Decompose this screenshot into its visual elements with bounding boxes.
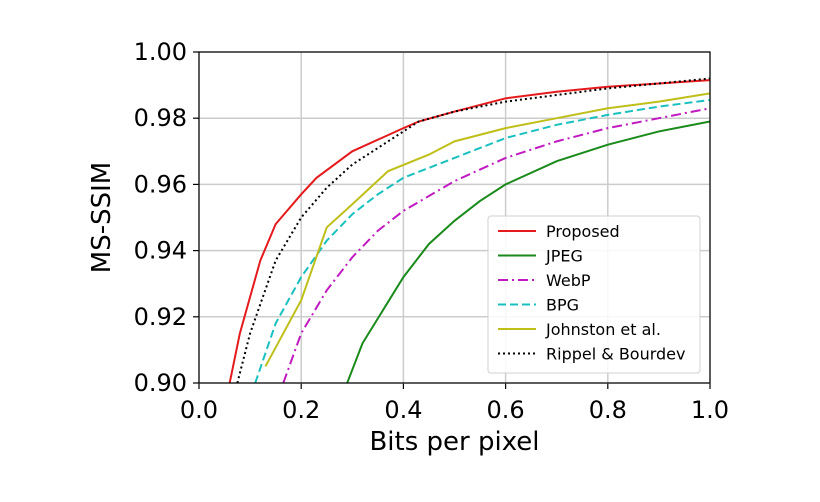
y-tick-label: 0.96 xyxy=(134,170,187,198)
y-tick-label: 0.92 xyxy=(134,303,187,331)
legend: Proposed JPEG WebP BPG Johnston et al. Rippel… xyxy=(487,215,701,374)
x-tick-label: 0.2 xyxy=(282,396,320,424)
y-axis-label: MS-SSIM xyxy=(87,162,117,273)
legend-box xyxy=(487,215,701,374)
series-line xyxy=(254,99,710,383)
series-line xyxy=(346,120,710,383)
legend-label: JPEG xyxy=(545,247,583,266)
x-tick-label: 0.6 xyxy=(487,396,525,424)
y-tick-label: 0.90 xyxy=(134,369,187,397)
legend-label: Proposed xyxy=(546,222,620,241)
legend-label: Rippel & Bourdev xyxy=(546,345,685,364)
series-line xyxy=(264,92,710,367)
legend-label: Johnston et al. xyxy=(545,320,661,339)
y-tick-label: 0.98 xyxy=(134,104,187,132)
y-tick-label: 0.94 xyxy=(134,237,187,265)
legend-label: WebP xyxy=(546,271,591,290)
x-axis-label: Bits per pixel xyxy=(369,427,539,457)
legend-label: BPG xyxy=(546,296,579,315)
y-tick-label: 1.00 xyxy=(134,38,187,66)
x-tick-label: 1.0 xyxy=(691,396,729,424)
series-line xyxy=(228,79,710,383)
series-line xyxy=(236,77,710,383)
x-tick-label: 0.4 xyxy=(384,396,422,424)
x-tick-label: 0.0 xyxy=(180,396,218,424)
plot-frame xyxy=(198,51,711,384)
series-line xyxy=(282,107,710,383)
x-tick-label: 0.8 xyxy=(589,396,627,424)
